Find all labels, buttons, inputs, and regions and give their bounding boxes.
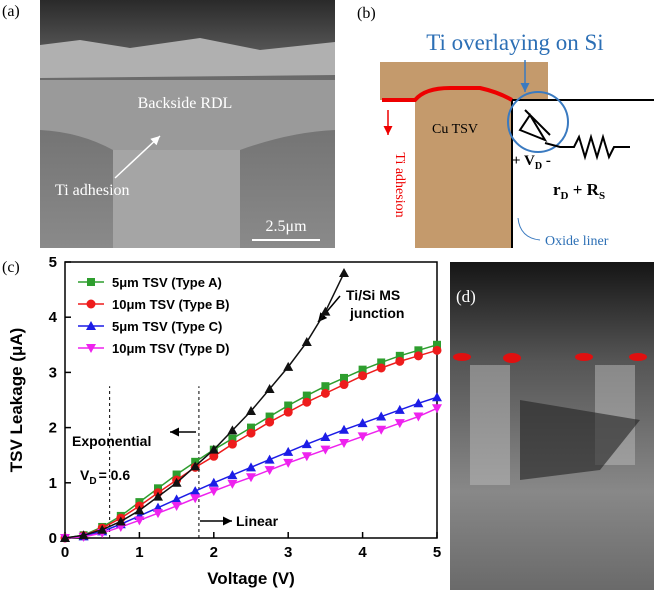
label: + VD - <box>512 153 551 172</box>
text: junction <box>349 305 404 321</box>
hotspot <box>575 353 593 361</box>
marker <box>414 351 423 360</box>
label: Backside RDL <box>138 95 233 112</box>
label: Oxide liner <box>545 234 609 249</box>
marker <box>227 470 237 479</box>
legend-label: 10μm TSV (Type B) <box>112 297 230 312</box>
marker <box>265 455 275 464</box>
panel-label: (b) <box>357 5 376 22</box>
marker <box>321 389 330 398</box>
annotation: Linear <box>236 513 279 529</box>
panel-b: Ti overlaying on Si Cu TSV + VD - rD + R… <box>357 5 654 249</box>
circuit <box>520 110 630 157</box>
marker <box>87 300 96 309</box>
marker <box>153 509 163 518</box>
x-tick-label: 3 <box>284 544 292 561</box>
text: + R <box>569 180 600 199</box>
y-axis-title: TSV Leakage (μA) <box>7 328 26 473</box>
annotation: VD= 0.6 <box>80 467 130 487</box>
title: Ti overlaying on Si <box>426 30 603 55</box>
x-tick-label: 1 <box>135 544 143 561</box>
marker <box>228 440 237 449</box>
text: = 0.6 <box>99 467 131 483</box>
panel-label: (c) <box>2 259 20 276</box>
legend-label: 10μm TSV (Type D) <box>112 341 230 356</box>
annotation: Exponential <box>72 433 151 449</box>
y-tick-label: 2 <box>49 420 57 437</box>
x-tick-label: 5 <box>433 544 441 561</box>
pillar <box>470 365 510 485</box>
marker <box>395 357 404 366</box>
text: Ti/Si MS <box>346 287 400 303</box>
marker <box>302 337 312 346</box>
legend-label: 5μm TSV (Type A) <box>112 275 222 290</box>
y-tick-label: 0 <box>49 530 57 547</box>
y-tick-label: 5 <box>49 254 57 271</box>
text: + V <box>512 153 535 169</box>
marker <box>339 268 349 277</box>
text: - <box>542 153 551 169</box>
label: rD + RS <box>553 180 605 202</box>
hotspot <box>629 353 647 361</box>
label: Ti adhesion <box>55 182 130 199</box>
y-tick-label: 4 <box>49 309 58 326</box>
label: Ti adhesion <box>392 152 407 217</box>
marker <box>247 429 256 438</box>
marker <box>302 439 312 448</box>
panel-label: (a) <box>2 3 20 20</box>
marker <box>265 466 275 475</box>
y-tick-label: 3 <box>49 364 57 381</box>
text: D <box>535 161 542 172</box>
text: S <box>599 190 605 202</box>
marker <box>302 398 311 407</box>
marker <box>358 371 367 380</box>
via <box>113 150 240 248</box>
text: D <box>561 190 569 202</box>
marker <box>246 462 256 471</box>
marker <box>283 459 293 468</box>
hotspot <box>453 353 471 361</box>
marker <box>283 447 293 456</box>
marker <box>377 363 386 372</box>
marker <box>320 432 330 441</box>
y-tick-label: 1 <box>49 475 57 492</box>
panel-d: (d) <box>450 262 654 590</box>
leader <box>518 218 540 240</box>
x-tick-label: 4 <box>358 544 367 561</box>
panel-label: (d) <box>456 287 476 306</box>
marker <box>87 278 95 286</box>
figure: Backside RDL Ti adhesion 2.5μm (a) Ti ov… <box>0 0 654 599</box>
marker <box>172 502 182 511</box>
text: D <box>89 476 96 487</box>
marker <box>227 480 237 489</box>
legend-label: 5μm TSV (Type C) <box>112 319 222 334</box>
marker <box>209 487 219 496</box>
x-tick-label: 2 <box>210 544 218 561</box>
marker <box>340 380 349 389</box>
hotspot <box>503 353 521 363</box>
x-axis-title: Voltage (V) <box>207 569 295 588</box>
scale-label: 2.5μm <box>265 218 307 235</box>
x-tick-label: 0 <box>61 544 69 561</box>
panel-a: Backside RDL Ti adhesion 2.5μm (a) <box>2 0 335 248</box>
marker <box>432 392 442 401</box>
marker <box>209 478 219 487</box>
chart: (c) Voltage (V) TSV Leakage (μA) Ti/Si M… <box>2 254 442 588</box>
annotation: Ti/Si MS junction <box>346 287 404 321</box>
marker <box>284 408 293 417</box>
label: Cu TSV <box>432 122 478 137</box>
marker <box>265 418 274 427</box>
marker <box>432 404 442 413</box>
marker <box>433 346 442 355</box>
